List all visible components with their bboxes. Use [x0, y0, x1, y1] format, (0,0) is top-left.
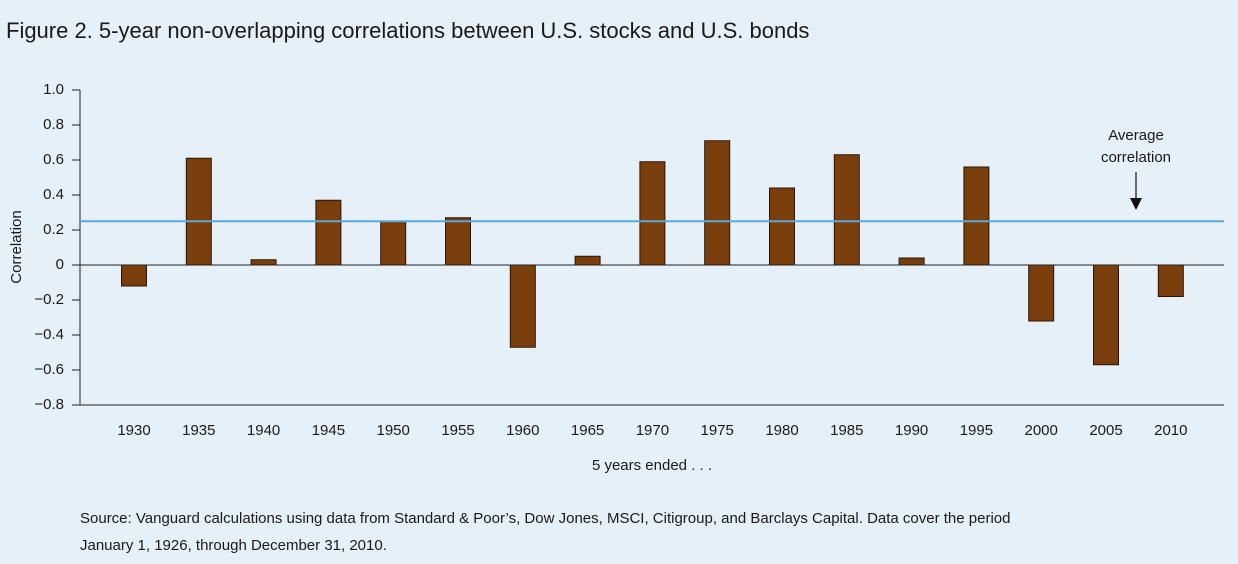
bar: [1157, 264, 1184, 297]
annotation-arrowhead: [1130, 198, 1142, 210]
x-tick-label: 1980: [765, 422, 798, 439]
source-note: January 1, 1926, through December 31, 20…: [80, 537, 387, 554]
bar: [250, 259, 277, 266]
annotation: Average: [1108, 127, 1164, 144]
y-tick-label: −0.8: [34, 396, 64, 413]
bar: [315, 199, 342, 266]
source-note: Source: Vanguard calculations using data…: [80, 510, 1010, 527]
x-tick-label: 2005: [1089, 422, 1122, 439]
x-tick-label: 1985: [830, 422, 863, 439]
y-tick-label: 0.2: [43, 221, 64, 238]
y-tick-label: −0.4: [34, 326, 64, 343]
y-tick-label: −0.6: [34, 361, 64, 378]
x-tick-label: 1960: [506, 422, 539, 439]
x-tick-label: 1965: [571, 422, 604, 439]
x-tick-label: 1935: [182, 422, 215, 439]
x-tick-label: 1930: [117, 422, 150, 439]
bar: [509, 264, 536, 348]
x-tick-label: 1945: [312, 422, 345, 439]
x-tick-label: 1970: [636, 422, 669, 439]
bar: [704, 140, 731, 266]
bar: [1028, 264, 1055, 322]
bar: [769, 187, 795, 266]
y-tick-label: 0.4: [43, 186, 64, 203]
x-tick-label: 1975: [701, 422, 734, 439]
bar: [185, 157, 212, 266]
bar: [574, 255, 601, 266]
bar: [639, 161, 666, 266]
bar: [1093, 264, 1119, 366]
bar: [963, 166, 990, 266]
bar: [121, 264, 147, 287]
x-tick-label: 1950: [377, 422, 410, 439]
x-tick-label: 2010: [1154, 422, 1187, 439]
y-tick-label: 0: [56, 256, 64, 273]
x-tick-label: 1955: [441, 422, 474, 439]
bar: [833, 154, 860, 266]
y-tick-label: −0.2: [34, 291, 64, 308]
y-tick-label: 1.0: [43, 81, 64, 98]
y-tick-label: 0.6: [43, 151, 64, 168]
x-tick-label: 1995: [960, 422, 993, 439]
x-tick-label: 2000: [1025, 422, 1058, 439]
y-axis-label: Correlation: [8, 210, 25, 283]
x-axis-label: 5 years ended . . .: [592, 457, 712, 474]
bar: [898, 257, 925, 266]
chart-title: Figure 2. 5-year non-overlapping correla…: [6, 18, 809, 43]
bar: [445, 217, 471, 266]
annotation: correlation: [1101, 149, 1171, 166]
x-tick-label: 1990: [895, 422, 928, 439]
bar: [380, 220, 407, 266]
y-tick-label: 0.8: [43, 116, 64, 133]
x-tick-label: 1940: [247, 422, 280, 439]
